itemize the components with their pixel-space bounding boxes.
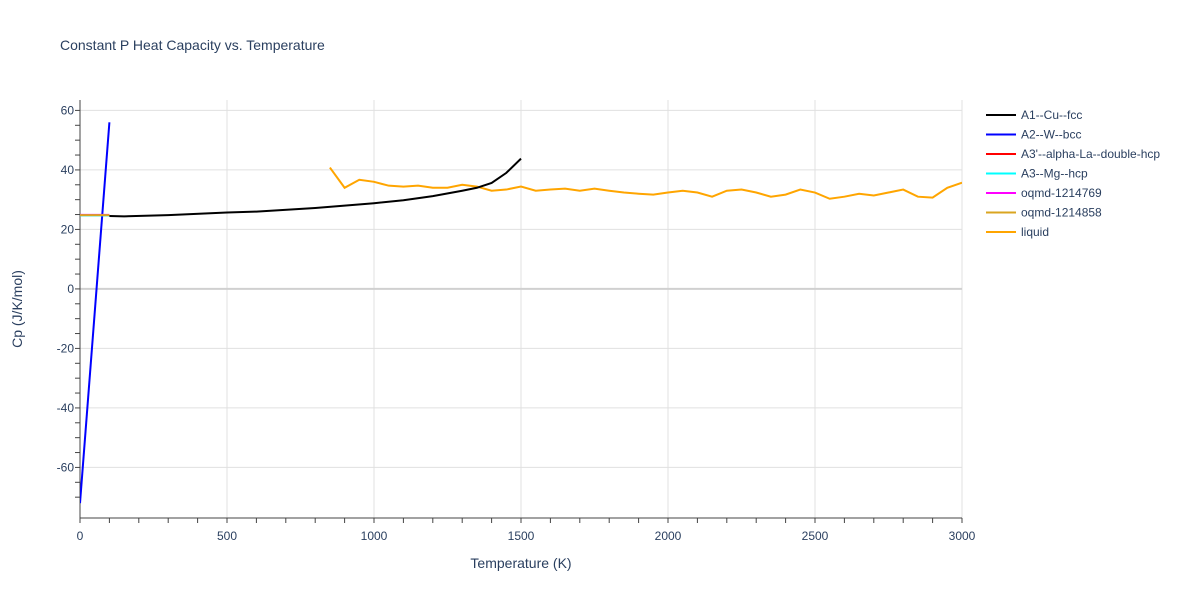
y-axis-title: Cp (J/K/mol) bbox=[9, 270, 25, 348]
legend-entry: A3'--alpha-La--double-hcp bbox=[1021, 147, 1160, 161]
x-tick-label: 1500 bbox=[508, 529, 535, 543]
y-tick-label: -60 bbox=[57, 460, 75, 474]
legend-entry: A3--Mg--hcp bbox=[1021, 167, 1088, 181]
x-tick-label: 2500 bbox=[802, 529, 829, 543]
legend-entry: A1--Cu--fcc bbox=[1021, 108, 1082, 122]
y-tick-label: 60 bbox=[61, 103, 75, 117]
x-tick-label: 500 bbox=[217, 529, 237, 543]
x-axis-title: Temperature (K) bbox=[470, 555, 571, 571]
y-tick-label: -20 bbox=[57, 341, 75, 355]
legend-entry: liquid bbox=[1021, 225, 1049, 239]
x-tick-label: 2000 bbox=[655, 529, 682, 543]
x-tick-label: 0 bbox=[77, 529, 84, 543]
x-tick-label: 3000 bbox=[949, 529, 976, 543]
y-tick-label: -40 bbox=[57, 401, 75, 415]
x-tick-label: 1000 bbox=[361, 529, 388, 543]
legend-entry: A2--W--bcc bbox=[1021, 128, 1081, 142]
series-line-liquid bbox=[329, 166, 962, 200]
legend-entry: oqmd-1214858 bbox=[1021, 206, 1102, 220]
y-tick-label: 20 bbox=[61, 222, 75, 236]
y-tick-label: 0 bbox=[67, 282, 74, 296]
chart-title: Constant P Heat Capacity vs. Temperature bbox=[60, 37, 325, 53]
legend-entry: oqmd-1214769 bbox=[1021, 186, 1102, 200]
series-line-A1--Cu--fcc bbox=[109, 157, 522, 218]
y-tick-label: 40 bbox=[61, 163, 75, 177]
series-line-A2--W--bcc bbox=[80, 122, 111, 504]
